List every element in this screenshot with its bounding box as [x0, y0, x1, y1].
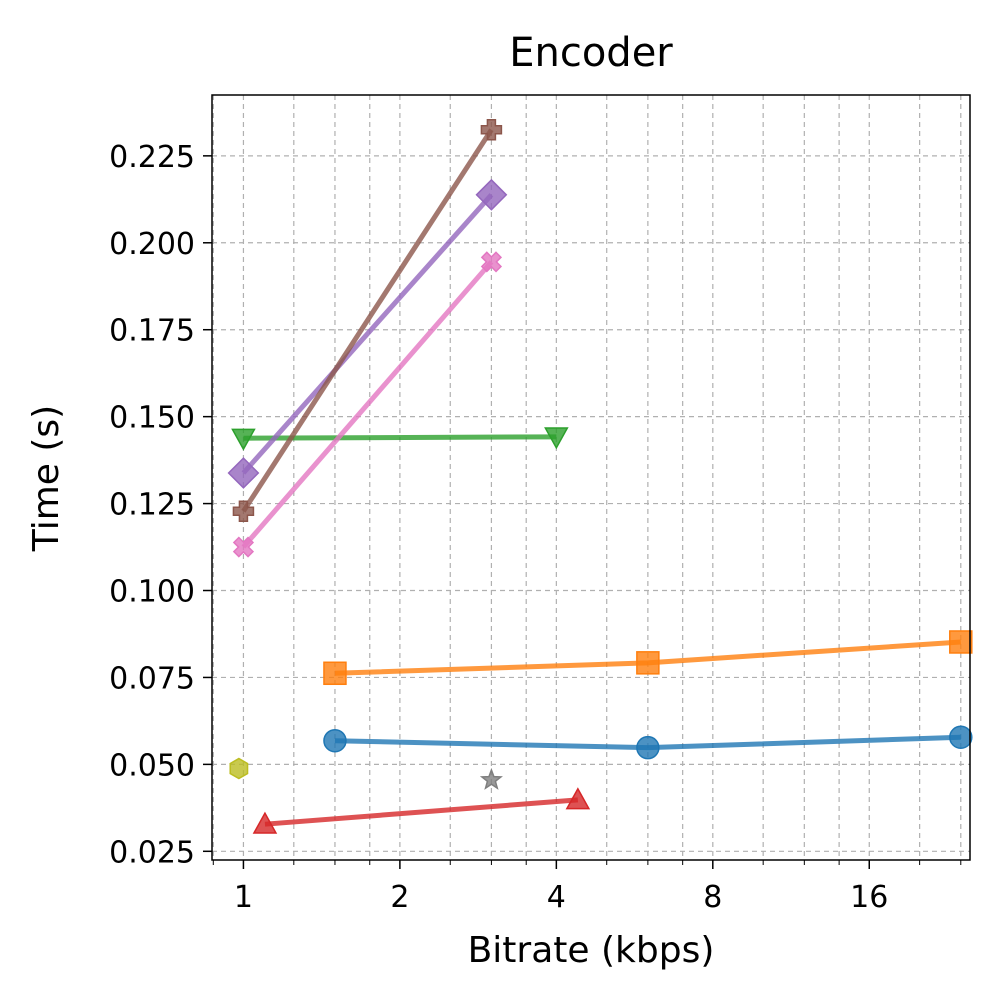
- series-6-line: [241, 128, 494, 513]
- grid: [212, 95, 970, 860]
- triangle-up-marker: [252, 811, 278, 834]
- square-marker: [949, 630, 973, 654]
- ticks: 1 2 4 8 16 0.025 0.050 0.075 0.100 0.125 0.150 0.17…: [109, 140, 962, 915]
- series-4: [252, 787, 591, 834]
- series-7-line: [241, 260, 494, 549]
- series-6: [232, 119, 503, 522]
- y-tick-label: 0.175: [109, 314, 195, 349]
- y-tick-label: 0.200: [109, 227, 195, 262]
- triangle-up-marker: [565, 787, 591, 810]
- circle-marker: [636, 735, 660, 760]
- y-tick-label: 0.150: [109, 401, 195, 436]
- series-3-line: [243, 434, 557, 441]
- series-7: [232, 251, 503, 558]
- y-tick-label: 0.050: [109, 748, 195, 783]
- chart-title: Encoder: [509, 30, 673, 76]
- plus-marker: [232, 500, 255, 522]
- y-tick-label: 0.075: [109, 661, 195, 696]
- x-marker: [480, 251, 503, 273]
- series-9: [229, 757, 249, 780]
- series-5-line: [241, 193, 494, 475]
- series-4-line: [264, 797, 579, 827]
- hexagon-marker: [229, 757, 249, 780]
- x-tick-label: 8: [703, 880, 722, 915]
- circle-marker: [323, 728, 347, 753]
- x-marker: [232, 536, 255, 558]
- y-tick-label: 0.025: [109, 835, 195, 870]
- diamond-marker: [475, 178, 508, 211]
- triangle-down-marker: [544, 427, 569, 450]
- y-tick-label: 0.100: [109, 575, 195, 610]
- series-2: [323, 630, 973, 686]
- triangle-down-marker: [231, 428, 256, 451]
- y-tick-label: 0.225: [109, 140, 195, 175]
- x-tick-label: 2: [390, 880, 409, 915]
- series-5: [227, 178, 508, 489]
- x-axis-label: Bitrate (kbps): [468, 930, 715, 971]
- series-8: [479, 767, 503, 790]
- series-3: [231, 427, 569, 451]
- x-tick-label: 1: [234, 880, 253, 915]
- y-axis-label: Time (s): [26, 405, 67, 552]
- plus-marker: [480, 119, 503, 141]
- plot-frame: [211, 94, 971, 861]
- x-tick-label: 4: [547, 880, 566, 915]
- series-1: [323, 725, 973, 760]
- series-layer: [227, 119, 973, 834]
- square-marker: [636, 651, 660, 675]
- circle-marker: [949, 725, 973, 750]
- square-marker: [323, 661, 347, 686]
- star-marker: [479, 767, 503, 790]
- diamond-marker: [227, 457, 260, 489]
- x-tick-label: 16: [850, 880, 888, 915]
- y-tick-label: 0.125: [109, 488, 195, 523]
